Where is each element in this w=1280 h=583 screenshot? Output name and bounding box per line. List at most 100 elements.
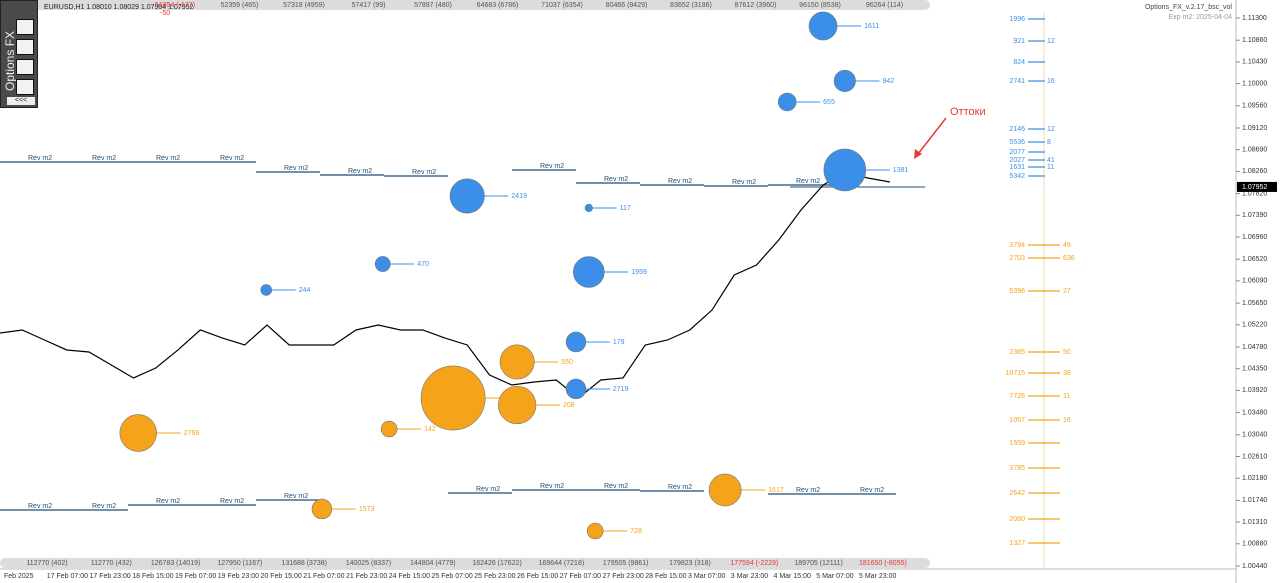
bubble (119, 414, 157, 452)
bubble (497, 385, 537, 425)
y-tick-label: 1.02610 (1242, 453, 1267, 460)
level-left: 2741 (1009, 78, 1025, 85)
y-tick-label: 1.08690 (1242, 147, 1267, 154)
period-total: 179505 (9861) (603, 560, 649, 567)
expiry: Exp m2: 2025-04-04 (1169, 14, 1233, 21)
level-left: 2027 (1009, 157, 1025, 164)
period-total: 57318 (4959) (283, 2, 325, 9)
symbol-info: EURUSD,H1 1.08010 1.08029 1.07904 1.0795… (44, 4, 194, 11)
level-left: 7726 (1009, 393, 1025, 400)
bubble (449, 178, 485, 214)
y-tick-label: 1.07820 (1242, 190, 1267, 197)
x-tick-label: 25 Feb 07:00 (432, 573, 473, 580)
bubble-label: 2719 (613, 386, 629, 393)
rev-label: Rev m2 (604, 483, 628, 490)
period-total: 51854 (-177) (155, 2, 195, 9)
period-total: 181650 (-8055) (859, 560, 907, 567)
period-total: 96264 (114) (866, 2, 903, 9)
bubble (311, 498, 333, 520)
bubble-label: 1611 (864, 23, 879, 30)
level-left: 1559 (1009, 440, 1025, 447)
x-tick-label: 3 Mar 07:00 (688, 573, 725, 580)
bubble (573, 256, 605, 288)
period-total: 83652 (3186) (670, 2, 712, 9)
collapse-button[interactable]: <<< (7, 97, 35, 105)
level-left: 2080 (1009, 516, 1025, 523)
level-left: 10715 (1006, 370, 1026, 377)
period-total: 144804 (4779) (410, 560, 456, 567)
tool-icon[interactable] (16, 79, 34, 95)
rev-label: Rev m2 (668, 178, 692, 185)
period-total: 127950 (1167) (217, 560, 262, 567)
bubble (380, 420, 398, 438)
level-left: 2642 (1009, 490, 1025, 497)
tool-icon[interactable] (16, 19, 34, 35)
rev-label: Rev m2 (860, 487, 884, 494)
current-price-label: 1.07952 (1242, 184, 1267, 191)
rev-label: Rev m2 (284, 493, 308, 500)
period-total: 169644 (7218) (539, 560, 585, 567)
period-total: 112770 (432) (91, 560, 132, 567)
bubble (420, 365, 486, 431)
y-tick-label: 1.00880 (1242, 541, 1267, 548)
level-left: 1327 (1009, 540, 1025, 547)
period-total: 57897 (480) (414, 2, 452, 9)
bubble (260, 284, 273, 296)
level-left: 1996 (1009, 16, 1025, 23)
x-tick-label: 24 Feb 15:00 (389, 573, 430, 580)
x-tick-label: 5 Mar 23:00 (859, 573, 896, 580)
x-tick-label: 21 Feb 23:00 (346, 573, 387, 580)
bubble-label: 1959 (631, 269, 647, 276)
y-tick-label: 1.04780 (1242, 344, 1267, 351)
level-left: 3794 (1009, 242, 1025, 249)
indicator-name: Options_FX_v.2.17_bsc_vol (1145, 4, 1232, 11)
top-bar (0, 0, 930, 10)
y-tick-label: 1.03920 (1242, 387, 1267, 394)
bubble-label: 728 (630, 528, 642, 535)
y-tick-label: 1.05220 (1242, 322, 1267, 329)
level-left: 5536 (1009, 139, 1025, 146)
y-tick-label: 1.06090 (1242, 278, 1267, 285)
period-total: 80466 (9429) (606, 2, 648, 9)
tool-icon[interactable] (16, 59, 34, 75)
y-tick-label: 1.06520 (1242, 256, 1267, 263)
x-tick-label: 19 Feb 23:00 (218, 573, 259, 580)
period-total: 179823 (318) (669, 560, 711, 567)
y-tick-label: 1.00440 (1242, 563, 1267, 570)
price-line (0, 171, 891, 399)
level-left: 921 (1013, 38, 1025, 45)
level-right: 50 (1063, 349, 1071, 356)
rev-label: Rev m2 (156, 155, 180, 162)
level-right: 12 (1047, 126, 1055, 133)
y-tick-label: 1.05650 (1242, 300, 1267, 307)
rev-label: Rev m2 (92, 155, 116, 162)
rev-label: Rev m2 (92, 503, 116, 510)
rev-label: Rev m2 (796, 487, 820, 494)
rev-label: Rev m2 (540, 483, 564, 490)
arrow-head (914, 149, 922, 159)
bubble (499, 344, 535, 380)
period-total: 140025 (8337) (346, 560, 392, 567)
rev-label: Rev m2 (28, 155, 52, 162)
bubble-label: 208 (563, 402, 575, 409)
level-right: 8 (1047, 139, 1051, 146)
rev-label: Rev m2 (668, 484, 692, 491)
rev-label: Rev m2 (220, 155, 244, 162)
period-total: 177594 (-2229) (730, 560, 778, 567)
bubble (777, 92, 797, 112)
y-tick-label: 1.06960 (1242, 234, 1267, 241)
tool-icon[interactable] (16, 39, 34, 55)
level-right: 636 (1063, 255, 1075, 262)
period-total: 57417 (99) (352, 2, 386, 9)
rev-label: Rev m2 (412, 169, 436, 176)
bubble (565, 331, 587, 353)
level-right: 41 (1047, 157, 1055, 164)
y-tick-label: 1.04350 (1242, 366, 1267, 373)
level-right: 16 (1063, 417, 1071, 424)
rev-label: Rev m2 (604, 176, 628, 183)
period-total: 96150 (8538) (799, 2, 841, 9)
rev-label: Rev m2 (284, 165, 308, 172)
period-total: 112770 (402) (26, 560, 67, 567)
